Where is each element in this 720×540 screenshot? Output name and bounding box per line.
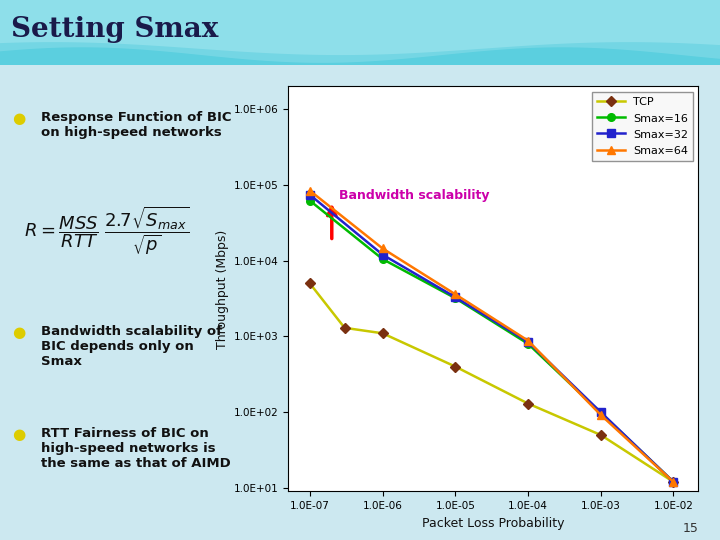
Line: Smax=32: Smax=32 xyxy=(306,191,678,486)
Smax=16 xyxy=(669,478,678,485)
Smax=64 xyxy=(523,338,532,344)
Text: ●: ● xyxy=(12,111,25,126)
Smax=32 xyxy=(596,409,605,415)
Smax=64 xyxy=(451,291,459,298)
Smax=64 xyxy=(378,245,387,252)
Text: $R = \dfrac{MSS}{RTT}\;\dfrac{2.7\sqrt{S_{max}}}{\sqrt{p}}$: $R = \dfrac{MSS}{RTT}\;\dfrac{2.7\sqrt{S… xyxy=(24,204,189,257)
Smax=64 xyxy=(305,187,314,194)
Smax=32 xyxy=(305,192,314,198)
Smax=32 xyxy=(451,294,459,300)
Text: 15: 15 xyxy=(683,522,698,535)
Line: TCP: TCP xyxy=(306,280,678,486)
Smax=16 xyxy=(451,295,459,301)
Line: Smax=64: Smax=64 xyxy=(306,186,678,486)
X-axis label: Packet Loss Probability: Packet Loss Probability xyxy=(422,517,564,530)
TCP xyxy=(523,400,532,407)
Text: ●: ● xyxy=(12,427,25,442)
Polygon shape xyxy=(0,0,720,63)
Smax=32 xyxy=(378,252,387,258)
TCP xyxy=(341,325,349,331)
Line: Smax=16: Smax=16 xyxy=(306,197,678,486)
Smax=16 xyxy=(305,198,314,204)
Y-axis label: Throughput (Mbps): Throughput (Mbps) xyxy=(217,230,230,348)
TCP xyxy=(305,280,314,287)
FancyBboxPatch shape xyxy=(0,0,720,65)
Text: Bandwidth scalability of
BIC depends only on
Smax: Bandwidth scalability of BIC depends onl… xyxy=(41,325,222,368)
Text: Setting Smax: Setting Smax xyxy=(11,16,218,43)
Smax=32 xyxy=(669,478,678,485)
Smax=64 xyxy=(669,478,678,485)
Smax=16 xyxy=(523,341,532,347)
Legend: TCP, Smax=16, Smax=32, Smax=64: TCP, Smax=16, Smax=32, Smax=64 xyxy=(593,92,693,160)
TCP xyxy=(669,478,678,485)
Smax=16 xyxy=(378,256,387,262)
TCP xyxy=(378,330,387,336)
Polygon shape xyxy=(0,0,720,55)
Text: Response Function of BIC
on high-speed networks: Response Function of BIC on high-speed n… xyxy=(41,111,232,139)
Text: ●: ● xyxy=(12,325,25,340)
Smax=64 xyxy=(596,411,605,418)
TCP xyxy=(451,363,459,370)
Text: Bandwidth scalability: Bandwidth scalability xyxy=(339,189,490,202)
Smax=32 xyxy=(523,339,532,345)
TCP xyxy=(596,432,605,438)
Text: RTT Fairness of BIC on
high-speed networks is
the same as that of AIMD: RTT Fairness of BIC on high-speed networ… xyxy=(41,427,231,470)
